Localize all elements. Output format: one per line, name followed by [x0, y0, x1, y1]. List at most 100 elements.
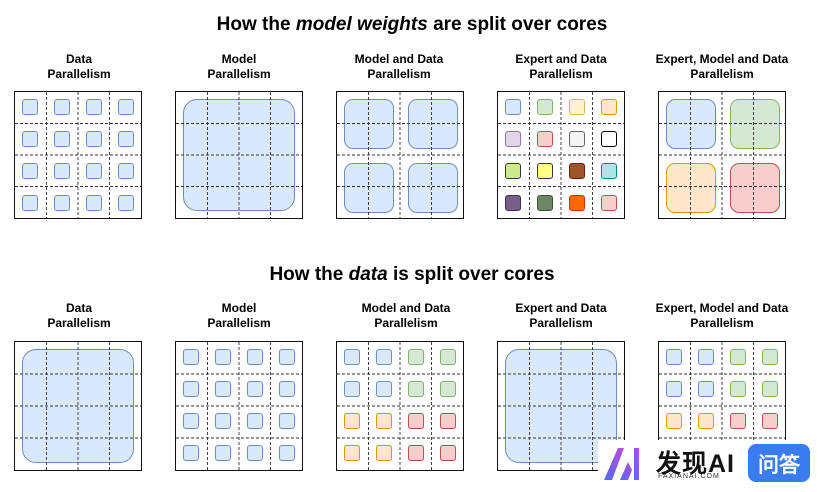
expert-weight	[537, 195, 553, 211]
expert-weight	[505, 131, 521, 147]
data-shard	[376, 381, 392, 397]
expert-weight	[730, 99, 780, 149]
data-shard	[440, 349, 456, 365]
data-shard	[183, 349, 199, 365]
weight-shard	[118, 131, 134, 147]
label-line: Parallelism	[374, 316, 438, 330]
weight-shard	[54, 131, 70, 147]
weight-shard	[408, 99, 458, 149]
data-shard	[279, 413, 295, 429]
expert-weight	[569, 163, 585, 179]
data-shard	[698, 381, 714, 397]
label-line: Expert and Data	[515, 52, 607, 66]
top-heading-suffix: are split over cores	[427, 14, 608, 35]
weight-shard	[54, 163, 70, 179]
label-model-and-data-top: Model and Data Parallelism	[324, 52, 474, 82]
label-line: Data	[65, 301, 92, 315]
data-shard	[279, 445, 295, 461]
watermark-subtitle: FAXIANAI.COM	[658, 473, 720, 480]
watermark-brand: 发现AI	[656, 450, 736, 478]
data-shard	[440, 381, 456, 397]
data-shard	[247, 381, 263, 397]
data-shard	[666, 349, 682, 365]
weight-shard	[22, 195, 38, 211]
bottom-heading: How the data is split over cores	[0, 264, 824, 286]
data-shard	[376, 349, 392, 365]
label-line: Model and Data	[354, 52, 444, 66]
label-line: Parallelism	[207, 67, 271, 81]
panel-weights-model-parallelism	[175, 91, 303, 219]
expert-weight	[601, 163, 617, 179]
weight-shard	[86, 131, 102, 147]
expert-weight	[601, 99, 617, 115]
data-shard	[279, 349, 295, 365]
label-line: Model	[221, 301, 257, 315]
data-shard	[440, 445, 456, 461]
panel-data-model-and-data	[336, 341, 464, 471]
label-line: Model	[221, 52, 257, 66]
label-line: Parallelism	[367, 67, 431, 81]
expert-weight	[569, 131, 585, 147]
expert-weight	[666, 99, 716, 149]
data-shard	[215, 413, 231, 429]
watermark-logo-icon	[604, 444, 810, 482]
label-model-and-data-bottom: Model and Data Parallelism	[331, 301, 481, 331]
weight-shard	[344, 163, 394, 213]
weight-block	[183, 99, 295, 211]
panel-weights-data-parallelism	[14, 91, 142, 219]
data-shard	[698, 349, 714, 365]
data-block	[22, 349, 134, 463]
label-line: Parallelism	[207, 316, 271, 330]
top-heading-prefix: How the	[216, 14, 296, 35]
panel-weights-model-and-data	[336, 91, 464, 219]
data-shard	[183, 381, 199, 397]
data-shard	[183, 445, 199, 461]
weight-shard	[118, 99, 134, 115]
data-shard	[215, 349, 231, 365]
expert-weight	[601, 195, 617, 211]
data-shard	[666, 413, 682, 429]
label-line: Parallelism	[47, 67, 111, 81]
panel-data-data-parallelism	[14, 341, 142, 471]
weight-shard	[86, 195, 102, 211]
bottom-heading-emphasis: data	[348, 264, 388, 285]
weight-shard	[22, 163, 38, 179]
weight-shard	[22, 99, 38, 115]
data-shard	[344, 381, 360, 397]
data-shard	[408, 349, 424, 365]
label-line: Data	[65, 52, 92, 66]
expert-weight	[569, 99, 585, 115]
data-shard	[762, 381, 778, 397]
data-shard	[730, 349, 746, 365]
data-shard	[762, 349, 778, 365]
label-expert-and-data-top: Expert and Data Parallelism	[486, 52, 636, 82]
label-line: Parallelism	[690, 316, 754, 330]
label-line: Expert and Data	[515, 301, 607, 315]
label-model-parallelism-bottom: Model Parallelism	[164, 301, 314, 331]
expert-weight	[537, 163, 553, 179]
weight-shard	[118, 195, 134, 211]
data-shard	[344, 349, 360, 365]
expert-weight	[601, 131, 617, 147]
data-shard	[408, 381, 424, 397]
label-line: Parallelism	[529, 316, 593, 330]
weight-shard	[54, 195, 70, 211]
data-shard	[762, 413, 778, 429]
data-shard	[247, 445, 263, 461]
expert-weight	[537, 99, 553, 115]
panel-weights-expert-model-data	[658, 91, 786, 219]
data-shard	[344, 413, 360, 429]
data-shard	[730, 413, 746, 429]
data-shard	[408, 413, 424, 429]
data-shard	[730, 381, 746, 397]
label-expert-model-data-bottom: Expert, Model and Data Parallelism	[647, 301, 797, 331]
label-line: Parallelism	[47, 316, 111, 330]
label-line: Expert, Model and Data	[655, 301, 789, 315]
weight-shard	[344, 99, 394, 149]
label-data-parallelism-bottom: Data Parallelism	[4, 301, 154, 331]
expert-weight	[730, 163, 780, 213]
data-shard	[215, 381, 231, 397]
data-shard	[183, 413, 199, 429]
label-line: Expert, Model and Data	[655, 52, 789, 66]
data-shard	[376, 445, 392, 461]
